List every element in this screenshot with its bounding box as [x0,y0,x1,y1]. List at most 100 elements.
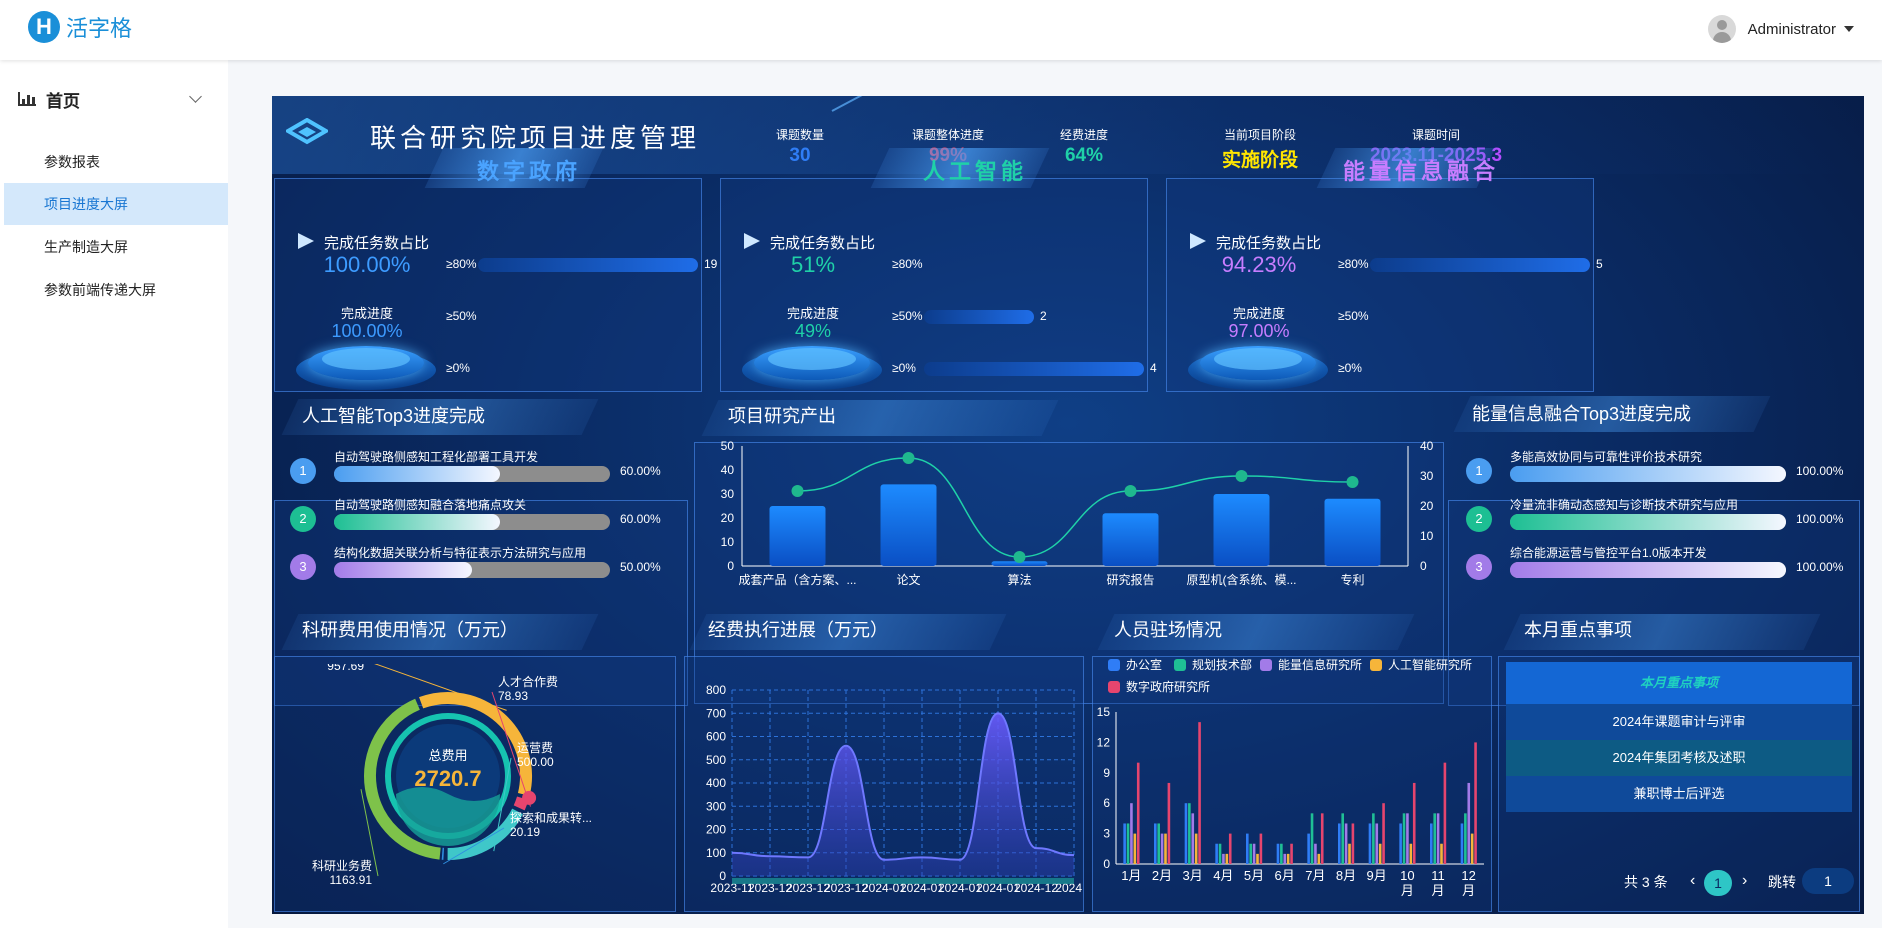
rank-progress-track [1510,514,1786,530]
range-bar [924,310,1034,324]
rank-row[interactable]: 2 冷量流非确动态感知与诊断技术研究与应用 100.00% [1466,498,1864,538]
sidebar-item-param-frontend[interactable]: 参数前端传递大屏 [44,282,156,298]
x-tick-label: 2024-01 [900,881,944,895]
pager-current-page[interactable]: 1 [1704,870,1732,896]
legend-item[interactable]: 人工智能研究所 [1370,656,1472,673]
y-tick-label: 12 [1097,735,1111,749]
rank-progress-fill [334,514,500,530]
kpi-2: 经费进度 64% [1014,126,1154,167]
legend-swatch [1174,658,1186,671]
rank-name: 结构化数据关联分析与特征表示方法研究与应用 [334,546,587,560]
rank-row[interactable]: 1 自动驾驶路侧感知工程化部署工具开发 60.00% [290,450,690,490]
legend-item[interactable]: 数字政府研究所 [1108,678,1210,695]
y2-tick-label: 40 [1420,439,1434,453]
y-tick-label: 0 [727,559,734,573]
rank-name: 自动驾驶路侧感知工程化部署工具开发 [334,450,539,464]
rank-name: 多能高效协同与可靠性评价技术研究 [1510,450,1703,464]
avatar[interactable] [1707,15,1736,43]
bar [1167,782,1171,864]
x-tick-label: 2月 [1152,868,1172,883]
slice-name: 探索和成果转... [510,810,592,825]
rank-row[interactable]: 2 自动驾驶路侧感知融合落地痛点攻关 60.00% [290,498,690,538]
pager-jump-input[interactable]: 1 [1802,868,1854,894]
caret-down-icon[interactable] [1844,26,1854,32]
bar [1130,803,1133,864]
sidebar-section-home[interactable]: 首页 [18,86,218,112]
rank-row[interactable]: 3 结构化数据关联分析与特征表示方法研究与应用 50.00% [290,546,690,586]
focus-item[interactable]: 2024年集团考核及述职 [1506,740,1852,776]
label-leader [360,789,379,877]
x-tick-label-unit: 月 [1431,883,1444,898]
rank-row[interactable]: 1 多能高效协同与可靠性评价技术研究 100.00% [1466,450,1864,490]
legend-item[interactable]: 能量信息研究所 [1260,656,1362,673]
x-tick-label: 2024-12 [1014,881,1058,895]
rank-number: 3 [1466,554,1492,580]
bar [1440,843,1443,864]
focus-item[interactable]: 兼职博士后评选 [1506,776,1852,812]
legend-swatch [1260,658,1272,671]
staff-panel [1092,656,1492,912]
bar [1194,833,1198,864]
x-tick-label: 2024-01 [976,881,1020,895]
bar [1372,813,1375,864]
user-menu[interactable]: Administrator [1707,15,1854,43]
rank-number: 2 [1466,506,1492,532]
bar [1290,843,1293,864]
bar [1402,813,1406,864]
bar [1412,782,1416,864]
pager-prev-icon[interactable]: ‹ [1690,872,1696,889]
legend-swatch [1108,680,1120,693]
rank-progress-fill [1510,562,1786,578]
rank-progress-fill [334,562,472,578]
x-tick-label-unit: 月 [1401,883,1414,898]
y-tick-label: 300 [706,799,726,813]
pager-next-icon[interactable]: › [1742,872,1748,889]
sidebar-item-params-report[interactable]: 参数报表 [44,154,100,170]
task-label: 完成任务数占比 [1216,235,1322,252]
rank-progress-fill [1510,466,1786,482]
y-tick-label: 15 [1097,705,1111,719]
y-tick-label: 400 [706,776,726,790]
kpi-label: 课题数量 [775,128,824,142]
task-label: 完成任务数占比 [324,235,430,252]
rank-number: 3 [290,554,316,580]
rank-row[interactable]: 3 综合能源运营与管控平台1.0版本开发 100.00% [1466,546,1864,586]
funds-exec-title: 经费执行进展（万元） [708,620,888,640]
progress-pct: 100.00% [331,321,403,341]
slice-value: 1163.91 [330,873,373,887]
line-point [791,485,804,497]
x-tick-label: 2023-12 [786,881,830,895]
bar [991,561,1048,566]
sidebar-item-project-progress[interactable]: 项目进度大屏 [4,183,228,225]
bar [1338,823,1341,864]
rank-progress-fill [334,466,500,482]
y-tick-label: 0 [719,869,726,883]
task-pct: 51% [790,252,836,277]
research-output-panel [694,442,1444,704]
sidebar-item-production[interactable]: 生产制造大屏 [44,239,128,255]
y-tick-label: 50 [721,439,735,453]
kpi-value: 64% [1064,145,1104,166]
pedestal-icon [742,336,882,390]
ai-top3-title: 人工智能Top3进度完成 [302,406,486,426]
bar [1276,843,1280,864]
range-value: 5 [1596,257,1603,271]
app-logo[interactable]: H 活字格 [28,11,132,43]
bar [1102,513,1159,566]
user-name[interactable]: Administrator [1747,20,1836,38]
legend-item[interactable]: 规划技术部 [1174,656,1252,673]
kpi-label: 课题时间 [1411,128,1460,142]
chevron-down-icon[interactable] [189,90,202,103]
y-tick-label: 30 [721,487,735,501]
focus-item[interactable]: 2024年课题审计与评审 [1506,704,1852,740]
bar [1470,833,1474,864]
bar [1256,853,1259,864]
y-tick-label: 100 [706,846,726,860]
x-tick-label: 10 [1400,868,1414,883]
bar [1136,762,1140,864]
y2-tick-label: 10 [1420,529,1434,543]
legend-label: 能量信息研究所 [1278,658,1363,672]
logo-text: 活字格 [66,16,133,41]
donut-slice [419,692,532,796]
legend-item[interactable]: 办公室 [1108,656,1162,673]
